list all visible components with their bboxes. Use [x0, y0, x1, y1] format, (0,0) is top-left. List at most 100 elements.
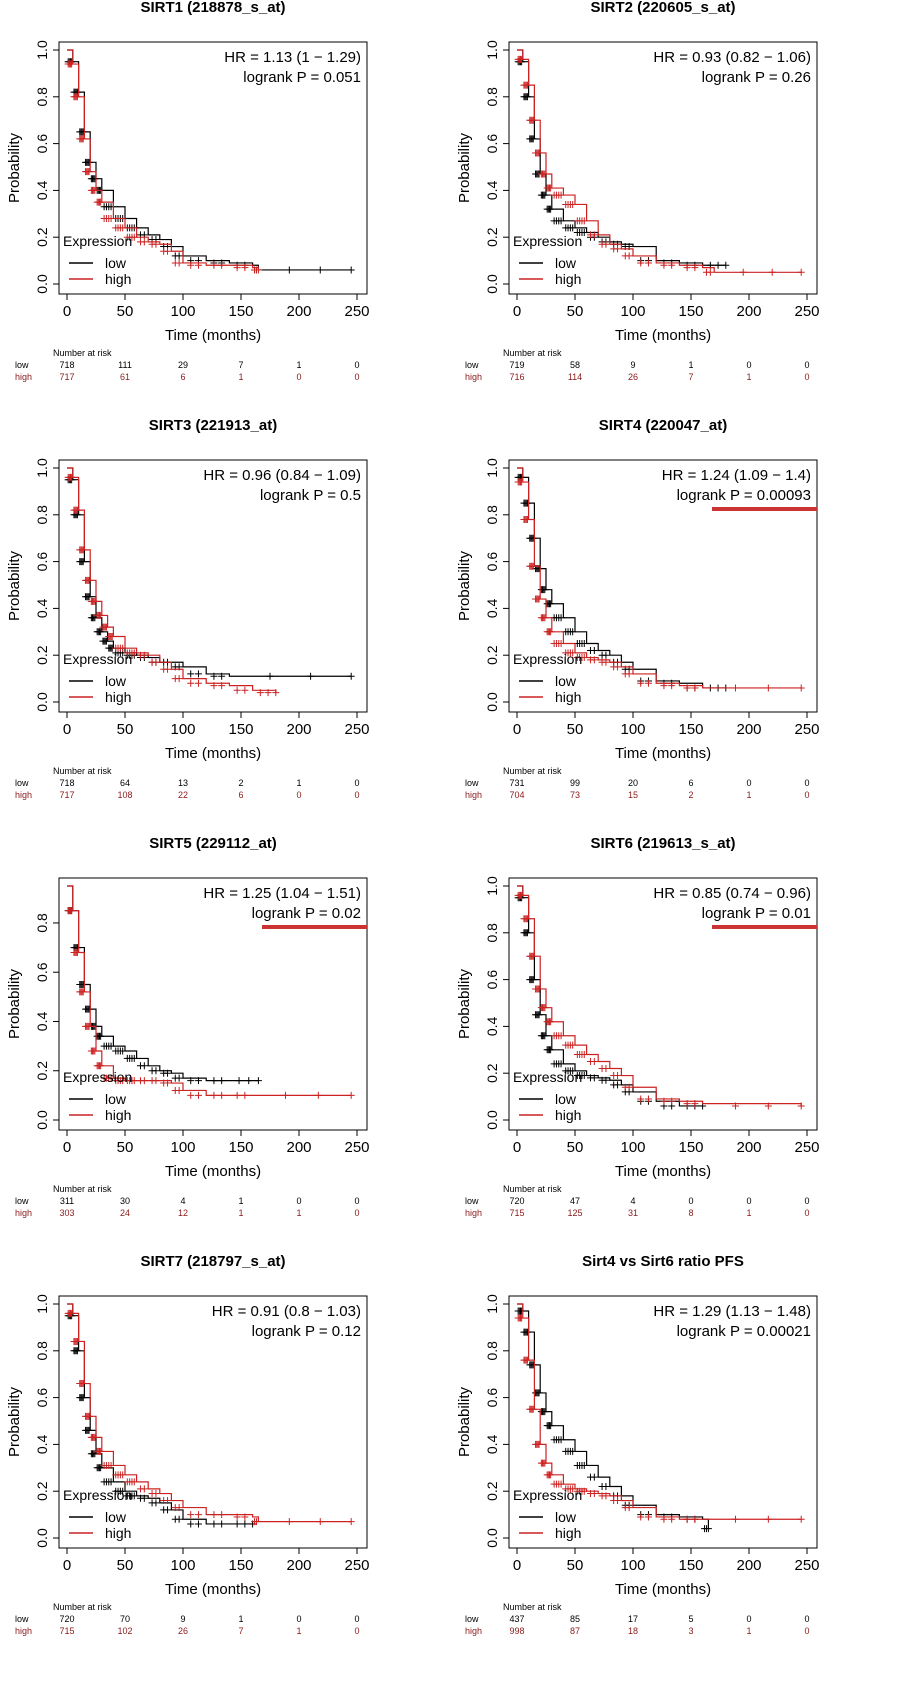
censor-mark-high	[233, 1513, 241, 1521]
y-axis-label: Probability	[456, 550, 473, 621]
censor-mark-high	[557, 1032, 565, 1040]
y-tick-label: 0.0	[34, 1110, 50, 1130]
y-tick-label: 0.6	[484, 1388, 500, 1408]
censor-mark-low	[194, 670, 202, 678]
x-tick-label: 50	[117, 1557, 134, 1574]
censor-mark-high	[547, 184, 555, 192]
x-tick-label: 250	[344, 1139, 369, 1156]
censor-mark-high	[523, 81, 531, 89]
plot-frame	[58, 1295, 368, 1549]
censor-mark-high	[523, 515, 531, 523]
y-tick-label: 0.6	[484, 134, 500, 154]
x-tick-label: 200	[736, 303, 761, 320]
x-tick-label: 150	[228, 1139, 253, 1156]
censor-mark-low	[590, 1473, 598, 1481]
risk-count-low: 0	[354, 1614, 359, 1624]
censor-mark-high	[97, 1062, 105, 1070]
y-tick-label: 0.4	[34, 1012, 50, 1032]
plot-frame	[508, 877, 818, 1131]
risk-count-low: 20	[628, 778, 638, 788]
censor-mark-low	[164, 1069, 172, 1077]
censor-mark-high	[108, 632, 116, 640]
x-tick-label: 50	[117, 721, 134, 738]
risk-row-label-low: low	[465, 360, 479, 370]
censor-mark-high	[518, 478, 526, 486]
censor-mark-high	[175, 1504, 183, 1512]
km-panel: SIRT5 (229112_at) 0.0 0.2 0.4 0.6 0.8 Probabil…	[6, 835, 370, 1218]
risk-count-high: 31	[628, 1208, 638, 1218]
risk-count-high: 0	[804, 372, 809, 382]
risk-count-low: 731	[509, 778, 524, 788]
censor-mark-high	[668, 1097, 676, 1105]
risk-row-label-high: high	[15, 790, 32, 800]
censor-mark-low	[119, 1487, 127, 1495]
risk-count-low: 99	[570, 778, 580, 788]
censor-mark-low	[529, 135, 537, 143]
censor-mark-high	[130, 233, 138, 241]
x-tick-label: 0	[63, 1139, 71, 1156]
survival-curve-high	[517, 49, 802, 273]
censor-mark-high	[614, 1072, 622, 1080]
logrank-p-text: logrank P = 0.051	[243, 69, 361, 86]
km-panel: SIRT1 (218878_s_at) 0.0 0.2 0.4 0.6 0.8 1.0 Pro…	[6, 0, 370, 382]
risk-count-high: 0	[804, 1626, 809, 1636]
legend-label-high: high	[105, 1525, 131, 1541]
censor-mark-high	[79, 1380, 87, 1388]
censor-mark-low	[175, 252, 183, 260]
censor-mark-high	[73, 949, 81, 957]
risk-row-label-high: high	[465, 372, 482, 382]
censor-mark-low	[79, 558, 87, 566]
censor-mark-high	[194, 1511, 202, 1519]
censor-mark-low	[85, 593, 93, 601]
censor-mark-low	[73, 1347, 81, 1355]
hazard-ratio-text: HR = 0.93 (0.82 − 1.06)	[653, 49, 811, 66]
censor-mark-high	[107, 214, 115, 222]
censor-mark-low	[529, 534, 537, 542]
censor-mark-high	[764, 1515, 772, 1523]
censor-mark-high	[210, 1091, 218, 1099]
chart-title: SIRT7 (218797_s_at)	[140, 1253, 285, 1270]
censor-mark-high	[691, 264, 699, 272]
risk-count-low: 0	[688, 1196, 693, 1206]
risk-count-high: 0	[354, 790, 359, 800]
hazard-ratio-text: HR = 1.25 (1.04 − 1.51)	[203, 885, 361, 902]
censor-mark-low	[557, 1060, 565, 1068]
risk-count-low: 2	[238, 778, 243, 788]
x-tick-label: 150	[228, 303, 253, 320]
censor-mark-high	[233, 1091, 241, 1099]
legend-title: Expression	[513, 233, 582, 249]
y-tick-label: 0.0	[34, 274, 50, 294]
risk-count-low: 0	[804, 1614, 809, 1624]
censor-mark-high	[797, 1102, 805, 1110]
censor-mark-high	[68, 1309, 76, 1317]
legend-title: Expression	[513, 1487, 582, 1503]
censor-mark-high	[85, 1412, 93, 1420]
risk-count-low: 0	[804, 1196, 809, 1206]
y-tick-label: 0.6	[34, 134, 50, 154]
censor-mark-high	[130, 1077, 138, 1085]
censor-mark-high	[797, 684, 805, 692]
y-tick-label: 0.8	[484, 505, 500, 525]
risk-count-low: 9	[630, 360, 635, 370]
risk-count-high: 24	[120, 1208, 130, 1218]
censor-mark-high	[85, 168, 93, 176]
legend-label-low: low	[105, 673, 127, 689]
x-tick-label: 250	[344, 1557, 369, 1574]
censor-mark-high	[518, 891, 526, 899]
km-panel: SIRT6 (219613_s_at) 0.0 0.2 0.4 0.6 0.8 1.0 Pro…	[456, 835, 820, 1218]
censor-mark-low	[602, 651, 610, 659]
risk-count-low: 1	[296, 778, 301, 788]
censor-mark-high	[541, 170, 549, 178]
risk-count-high: 717	[59, 372, 74, 382]
censor-mark-high	[73, 93, 81, 101]
legend-label-low: low	[105, 255, 127, 271]
risk-count-low: 7	[238, 360, 243, 370]
censor-mark-low	[602, 1483, 610, 1491]
x-axis-label: Time (months)	[615, 1581, 711, 1598]
y-tick-label: 1.0	[34, 40, 50, 60]
legend-label-low: low	[555, 1509, 577, 1525]
censor-mark-low	[714, 261, 722, 269]
risk-table-title: Number at risk	[503, 1602, 562, 1612]
risk-count-high: 1	[238, 372, 243, 382]
censor-mark-low	[175, 1074, 183, 1082]
